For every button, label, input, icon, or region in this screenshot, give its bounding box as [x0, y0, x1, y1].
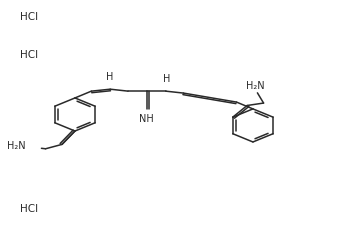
Text: NH: NH — [139, 114, 154, 124]
Text: H: H — [106, 72, 113, 82]
Text: H₂N: H₂N — [246, 81, 264, 91]
Text: HCl: HCl — [20, 12, 38, 22]
Text: HCl: HCl — [20, 204, 38, 214]
Text: H₂N: H₂N — [7, 141, 26, 151]
Text: HCl: HCl — [20, 50, 38, 60]
Text: H: H — [162, 74, 170, 84]
